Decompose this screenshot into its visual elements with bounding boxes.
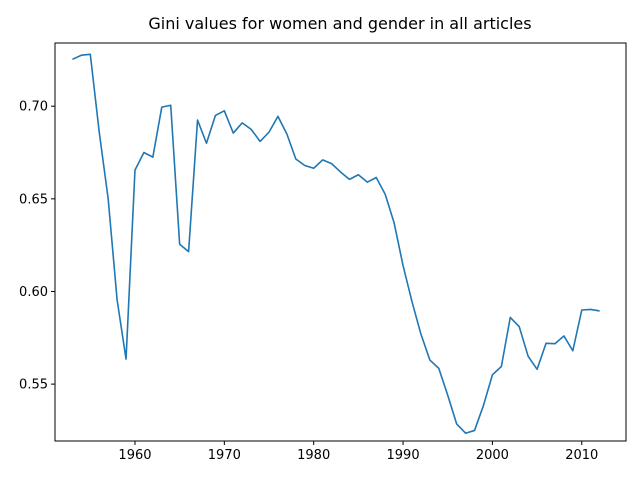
chart-title: Gini values for women and gender in all … [148,14,531,33]
y-tick-label: 0.60 [19,285,48,300]
x-axis: 1960 1970 1980 1990 2000 2010 [118,441,598,463]
y-tick-label: 0.65 [19,192,48,207]
plot-area [72,53,600,435]
x-tick-label: 2010 [565,448,598,463]
plot-frame [54,42,627,442]
x-tick-label: 2000 [476,448,509,463]
y-axis: 0.55 0.60 0.65 0.70 [19,100,55,393]
series-line [72,53,600,435]
y-tick-label: 0.55 [19,378,48,393]
x-tick-label: 1960 [118,448,151,463]
y-tick-label: 0.70 [19,100,48,115]
x-tick-label: 1970 [208,448,241,463]
x-tick-label: 1990 [387,448,420,463]
x-tick-label: 1980 [297,448,330,463]
